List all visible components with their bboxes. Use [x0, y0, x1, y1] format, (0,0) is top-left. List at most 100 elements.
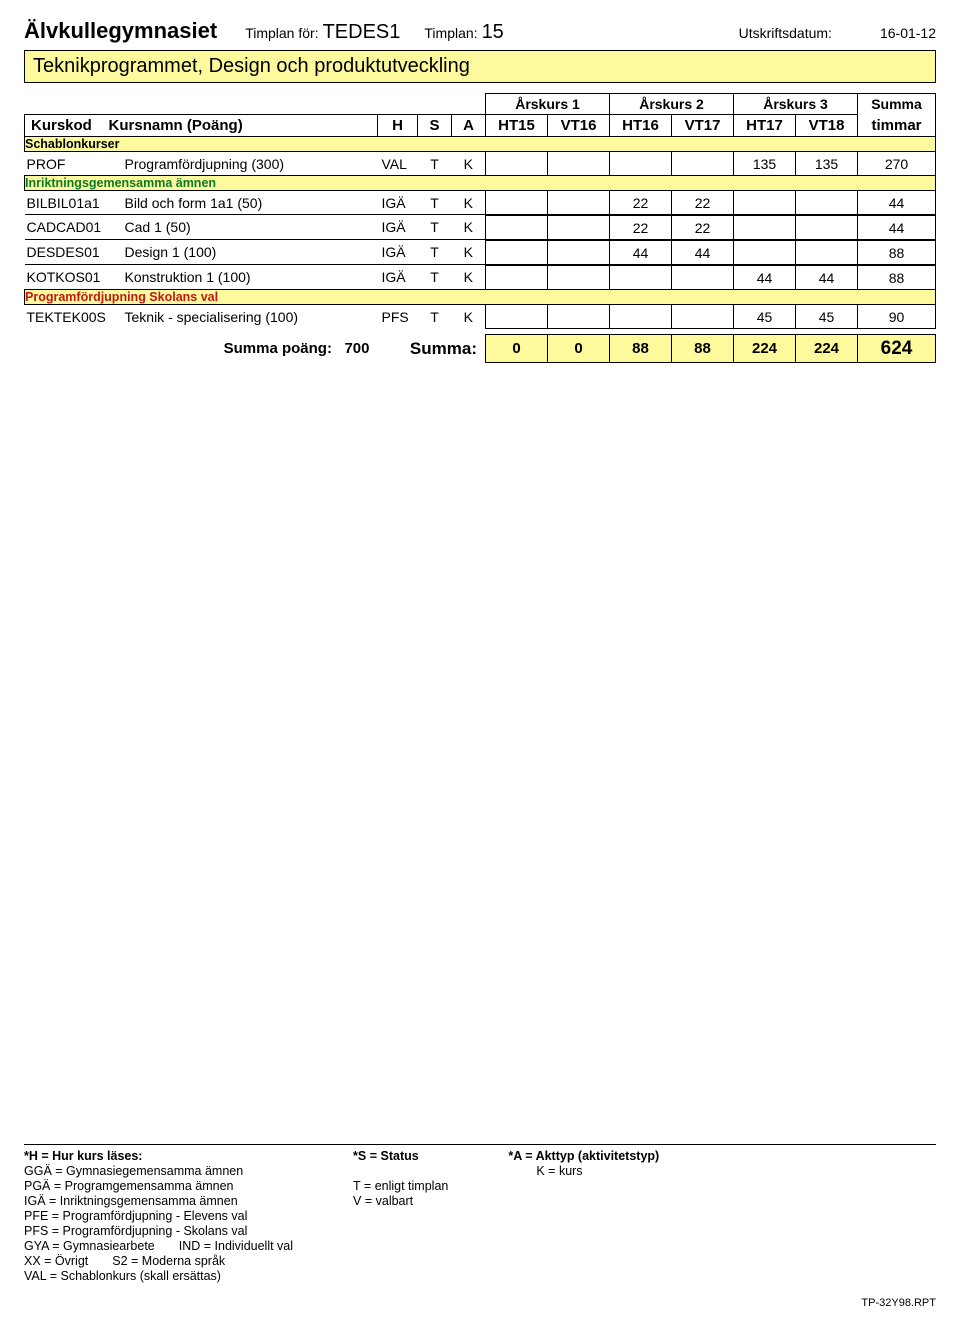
cell-ht15: [486, 266, 548, 290]
col-kurskod-kursnamn: Kurskod Kursnamn (Poäng): [25, 115, 378, 137]
col-ht15: HT15: [486, 115, 548, 137]
totals-row: Summa poäng: 700 Summa: 0 0 88 88 224 22…: [25, 335, 936, 363]
col-s: S: [418, 115, 452, 137]
cell-h: VAL: [378, 152, 418, 176]
row-prof: PROF Programfördjupning (300) VAL T K 13…: [25, 152, 936, 176]
legend-h: *H = Hur kurs läses: GGÄ = Gymnasiegemen…: [24, 1149, 293, 1283]
col-group-2: Årskurs 2: [610, 94, 734, 115]
section-inrikt: Inriktningsgemensamma ämnen: [25, 176, 936, 191]
cell-ht17: [734, 241, 796, 265]
cell-code: KOTKOS01: [25, 266, 125, 290]
timplan-value: 15: [482, 21, 504, 44]
cell-vt18: 44: [796, 266, 858, 290]
cell-ht16: [610, 266, 672, 290]
cell-s: T: [418, 191, 452, 215]
col-h: H: [378, 115, 418, 137]
legend-a-line: K = kurs: [508, 1164, 659, 1178]
school-name: Älvkullegymnasiet: [24, 18, 217, 44]
page-header: Älvkullegymnasiet Timplan för: TEDES1 Ti…: [24, 18, 936, 44]
totals-ht15: 0: [486, 335, 548, 363]
cell-ht15: [486, 152, 548, 176]
cell-h: IGÄ: [378, 241, 418, 265]
cell-vt16: [548, 152, 610, 176]
cell-a: K: [452, 216, 486, 240]
cell-vt17: [672, 152, 734, 176]
cell-vt18: 45: [796, 305, 858, 329]
legend: *H = Hur kurs läses: GGÄ = Gymnasiegemen…: [24, 1144, 936, 1283]
col-summa-top: Summa: [858, 94, 936, 115]
col-vt16: VT16: [548, 115, 610, 137]
cell-ht16: 44: [610, 241, 672, 265]
cell-h: IGÄ: [378, 191, 418, 215]
legend-h-line: PGÄ = Programgemensamma ämnen: [24, 1179, 293, 1193]
totals-ht17: 224: [734, 335, 796, 363]
cell-vt16: [548, 216, 610, 240]
cell-sum: 88: [858, 266, 936, 290]
totals-poang: Summa poäng: 700: [25, 335, 378, 363]
cell-vt17: [672, 305, 734, 329]
col-ht17: HT17: [734, 115, 796, 137]
cell-s: T: [418, 216, 452, 240]
section-prog: Programfördjupning Skolans val: [25, 290, 936, 305]
utskrift-label: Utskriftsdatum:: [739, 25, 832, 41]
timplan-label: Timplan:: [424, 25, 477, 41]
cell-sum: 44: [858, 191, 936, 215]
header-row-groups: Årskurs 1 Årskurs 2 Årskurs 3 Summa: [25, 94, 936, 115]
cell-ht15: [486, 216, 548, 240]
row-bil: BILBIL01a1 Bild och form 1a1 (50) IGÄ T …: [25, 191, 936, 215]
legend-s: *S = Status T = enligt timplan V = valba…: [353, 1149, 448, 1283]
cell-vt17: [672, 266, 734, 290]
cell-ht15: [486, 241, 548, 265]
cell-ht17: 45: [734, 305, 796, 329]
row-cad: CADCAD01 Cad 1 (50) IGÄ T K 22 22 44: [25, 216, 936, 240]
cell-vt17: 22: [672, 216, 734, 240]
legend-a: *A = Akttyp (aktivitetstyp) K = kurs: [508, 1149, 659, 1283]
cell-h: IGÄ: [378, 266, 418, 290]
totals-summa-label: Summa:: [378, 335, 486, 363]
totals-grand: 624: [858, 335, 936, 363]
cell-code: DESDES01: [25, 241, 125, 265]
section-schablon-label: Schablonkurser: [25, 137, 936, 152]
legend-a-title: *A = Akttyp (aktivitetstyp): [508, 1149, 659, 1163]
totals-poang-label: Summa poäng:: [224, 340, 332, 357]
col-a: A: [452, 115, 486, 137]
cell-s: T: [418, 266, 452, 290]
cell-code: BILBIL01a1: [25, 191, 125, 215]
legend-h-line: GGÄ = Gymnasiegemensamma ämnen: [24, 1164, 293, 1178]
legend-h-line: S2 = Moderna språk: [112, 1254, 225, 1268]
cell-vt17: 44: [672, 241, 734, 265]
cell-sum: 270: [858, 152, 936, 176]
cell-code: CADCAD01: [25, 216, 125, 240]
cell-vt18: [796, 216, 858, 240]
cell-ht15: [486, 191, 548, 215]
cell-vt16: [548, 266, 610, 290]
col-vt18: VT18: [796, 115, 858, 137]
cell-ht15: [486, 305, 548, 329]
cell-h: PFS: [378, 305, 418, 329]
cell-code: PROF: [25, 152, 125, 176]
legend-h-line: PFS = Programfördjupning - Skolans val: [24, 1224, 293, 1238]
cell-name: Teknik - specialisering (100): [125, 305, 378, 329]
col-kursnamn: Kursnamn (Poäng): [109, 117, 243, 134]
legend-h-line: VAL = Schablonkurs (skall ersättas): [24, 1269, 293, 1283]
cell-a: K: [452, 305, 486, 329]
cell-a: K: [452, 266, 486, 290]
legend-s-title: *S = Status: [353, 1149, 448, 1163]
cell-s: T: [418, 241, 452, 265]
cell-name: Design 1 (100): [125, 241, 378, 265]
legend-h-line: XX = Övrigt: [24, 1254, 88, 1268]
legend-h-line: IGÄ = Inriktningsgemensamma ämnen: [24, 1194, 293, 1208]
legend-h-line: IND = Individuellt val: [179, 1239, 293, 1253]
totals-vt18: 224: [796, 335, 858, 363]
section-inrikt-label: Inriktningsgemensamma ämnen: [25, 176, 936, 191]
col-summa-bottom: timmar: [858, 115, 936, 137]
cell-ht16: [610, 305, 672, 329]
cell-vt18: [796, 241, 858, 265]
row-tek: TEKTEK00S Teknik - specialisering (100) …: [25, 305, 936, 329]
cell-h: IGÄ: [378, 216, 418, 240]
cell-name: Konstruktion 1 (100): [125, 266, 378, 290]
cell-vt16: [548, 305, 610, 329]
cell-sum: 90: [858, 305, 936, 329]
cell-vt17: 22: [672, 191, 734, 215]
col-kurskod: Kurskod: [31, 117, 92, 134]
